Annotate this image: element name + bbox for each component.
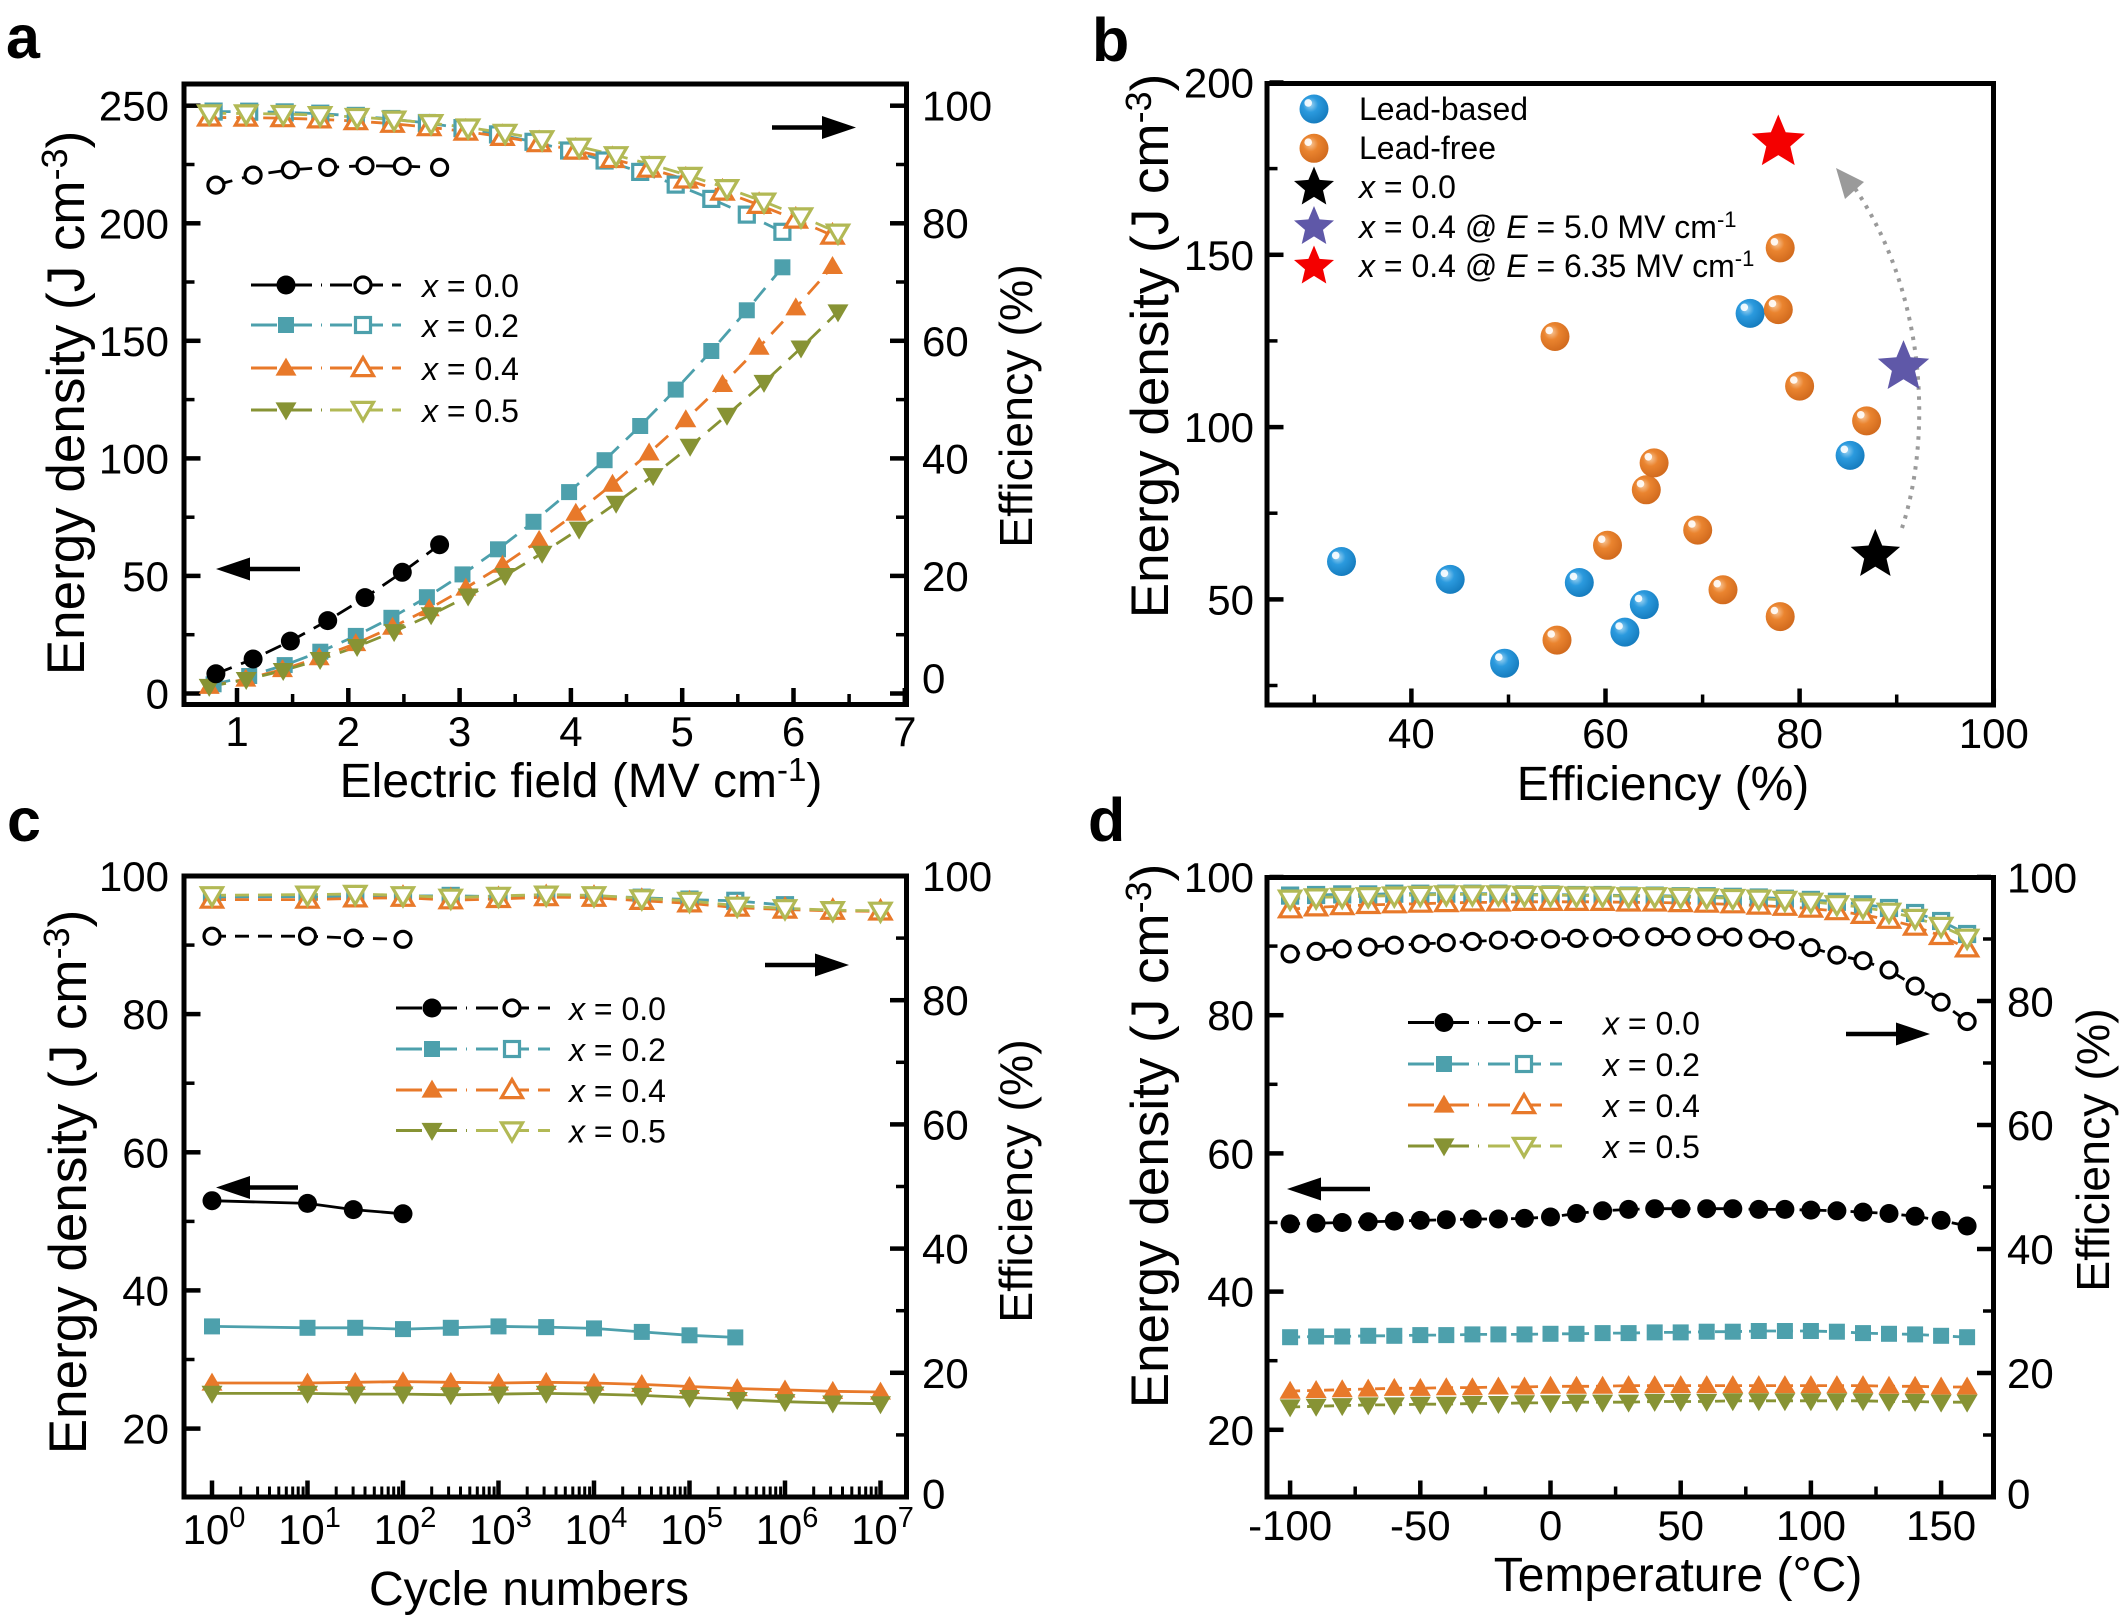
svg-text:b: b <box>1092 6 1129 74</box>
svg-text:100: 100 <box>2007 854 2077 901</box>
svg-text:0: 0 <box>2007 1471 2030 1518</box>
svg-text:20: 20 <box>922 1350 969 1397</box>
svg-text:20: 20 <box>922 553 969 600</box>
svg-text:Cycle numbers: Cycle numbers <box>369 1563 689 1616</box>
svg-text:40: 40 <box>122 1267 169 1314</box>
svg-text:0: 0 <box>922 655 945 702</box>
svg-text:150: 150 <box>1184 232 1254 279</box>
svg-text:100: 100 <box>99 853 169 900</box>
svg-text:x = 0.2: x = 0.2 <box>567 1032 666 1068</box>
svg-text:40: 40 <box>1207 1269 1254 1316</box>
svg-text:102: 102 <box>374 1502 437 1553</box>
svg-text:100: 100 <box>183 1502 246 1553</box>
svg-text:50: 50 <box>122 553 169 600</box>
svg-text:80: 80 <box>1207 992 1254 1039</box>
svg-text:40: 40 <box>922 1226 969 1273</box>
svg-text:20: 20 <box>2007 1350 2054 1397</box>
svg-text:100: 100 <box>1776 1502 1846 1549</box>
svg-text:Lead-based: Lead-based <box>1359 91 1528 127</box>
svg-text:1: 1 <box>225 708 248 755</box>
svg-text:x = 0.5: x = 0.5 <box>1601 1129 1700 1165</box>
svg-text:20: 20 <box>122 1406 169 1453</box>
svg-text:Electric field (MV cm-1): Electric field (MV cm-1) <box>340 751 823 808</box>
svg-text:100: 100 <box>99 435 169 482</box>
svg-text:100: 100 <box>922 83 992 130</box>
svg-text:x = 0.4 @ E = 6.35 MV cm-1: x = 0.4 @ E = 6.35 MV cm-1 <box>1357 246 1754 284</box>
svg-text:60: 60 <box>2007 1102 2054 1149</box>
svg-text:80: 80 <box>122 991 169 1038</box>
svg-text:50: 50 <box>1657 1502 1704 1549</box>
svg-text:a: a <box>6 3 41 71</box>
svg-text:100: 100 <box>922 853 992 900</box>
svg-text:106: 106 <box>756 1502 819 1553</box>
svg-text:20: 20 <box>1207 1407 1254 1454</box>
svg-text:80: 80 <box>1776 710 1823 757</box>
svg-text:Efficiency (%): Efficiency (%) <box>990 1039 1042 1322</box>
svg-text:104: 104 <box>565 1502 628 1553</box>
svg-text:3: 3 <box>448 708 471 755</box>
svg-text:d: d <box>1088 786 1125 854</box>
svg-text:40: 40 <box>922 435 969 482</box>
svg-text:150: 150 <box>99 318 169 365</box>
svg-text:50: 50 <box>1207 576 1254 623</box>
svg-text:Energy density (J cm-3): Energy density (J cm-3) <box>36 910 98 1455</box>
svg-text:x = 0.4: x = 0.4 <box>420 351 519 387</box>
svg-text:Lead-free: Lead-free <box>1359 130 1496 166</box>
svg-text:0: 0 <box>146 671 169 718</box>
svg-text:150: 150 <box>1906 1502 1976 1549</box>
svg-text:x = 0.4: x = 0.4 <box>1601 1088 1700 1124</box>
svg-text:x = 0.0: x = 0.0 <box>420 268 519 304</box>
svg-text:60: 60 <box>122 1129 169 1176</box>
svg-text:x = 0.5: x = 0.5 <box>420 393 519 429</box>
svg-text:5: 5 <box>671 708 694 755</box>
svg-text:80: 80 <box>922 200 969 247</box>
svg-text:Energy density (J cm-3): Energy density (J cm-3) <box>34 131 96 676</box>
svg-text:40: 40 <box>1388 710 1435 757</box>
svg-text:100: 100 <box>1184 854 1254 901</box>
svg-text:x = 0.4: x = 0.4 <box>567 1073 666 1109</box>
svg-text:40: 40 <box>2007 1226 2054 1273</box>
svg-text:x = 0.0: x = 0.0 <box>1357 169 1456 205</box>
svg-text:80: 80 <box>922 977 969 1024</box>
svg-text:7: 7 <box>893 708 916 755</box>
svg-text:Efficiency (%): Efficiency (%) <box>2067 1008 2119 1291</box>
svg-text:60: 60 <box>1582 710 1629 757</box>
svg-text:250: 250 <box>99 83 169 130</box>
svg-text:4: 4 <box>559 708 582 755</box>
svg-text:-100: -100 <box>1248 1502 1332 1549</box>
svg-text:100: 100 <box>1184 404 1254 451</box>
svg-text:200: 200 <box>99 200 169 247</box>
svg-text:x = 0.2: x = 0.2 <box>420 308 519 344</box>
svg-text:x = 0.2: x = 0.2 <box>1601 1047 1700 1083</box>
svg-text:x = 0.0: x = 0.0 <box>567 991 666 1027</box>
svg-text:0: 0 <box>1539 1502 1562 1549</box>
svg-text:0: 0 <box>922 1471 945 1518</box>
svg-text:x = 0.4 @ E = 5.0 MV cm-1: x = 0.4 @ E = 5.0 MV cm-1 <box>1357 207 1737 245</box>
svg-text:200: 200 <box>1184 60 1254 107</box>
svg-text:60: 60 <box>922 318 969 365</box>
svg-text:-50: -50 <box>1390 1502 1451 1549</box>
svg-text:2: 2 <box>337 708 360 755</box>
svg-text:Energy density (J cm-3): Energy density (J cm-3) <box>1118 864 1180 1409</box>
svg-text:Efficiency (%): Efficiency (%) <box>1517 758 1810 811</box>
svg-text:100: 100 <box>1959 710 2029 757</box>
svg-text:80: 80 <box>2007 978 2054 1025</box>
svg-text:6: 6 <box>782 708 805 755</box>
svg-text:60: 60 <box>1207 1130 1254 1177</box>
svg-text:Efficiency (%): Efficiency (%) <box>990 264 1042 547</box>
svg-text:x = 0.0: x = 0.0 <box>1601 1006 1700 1042</box>
svg-text:x = 0.5: x = 0.5 <box>567 1114 666 1150</box>
svg-text:Temperature (°C): Temperature (°C) <box>1494 1549 1863 1602</box>
svg-text:60: 60 <box>922 1101 969 1148</box>
svg-text:c: c <box>7 786 41 854</box>
svg-text:Energy density (J cm-3): Energy density (J cm-3) <box>1118 74 1180 619</box>
